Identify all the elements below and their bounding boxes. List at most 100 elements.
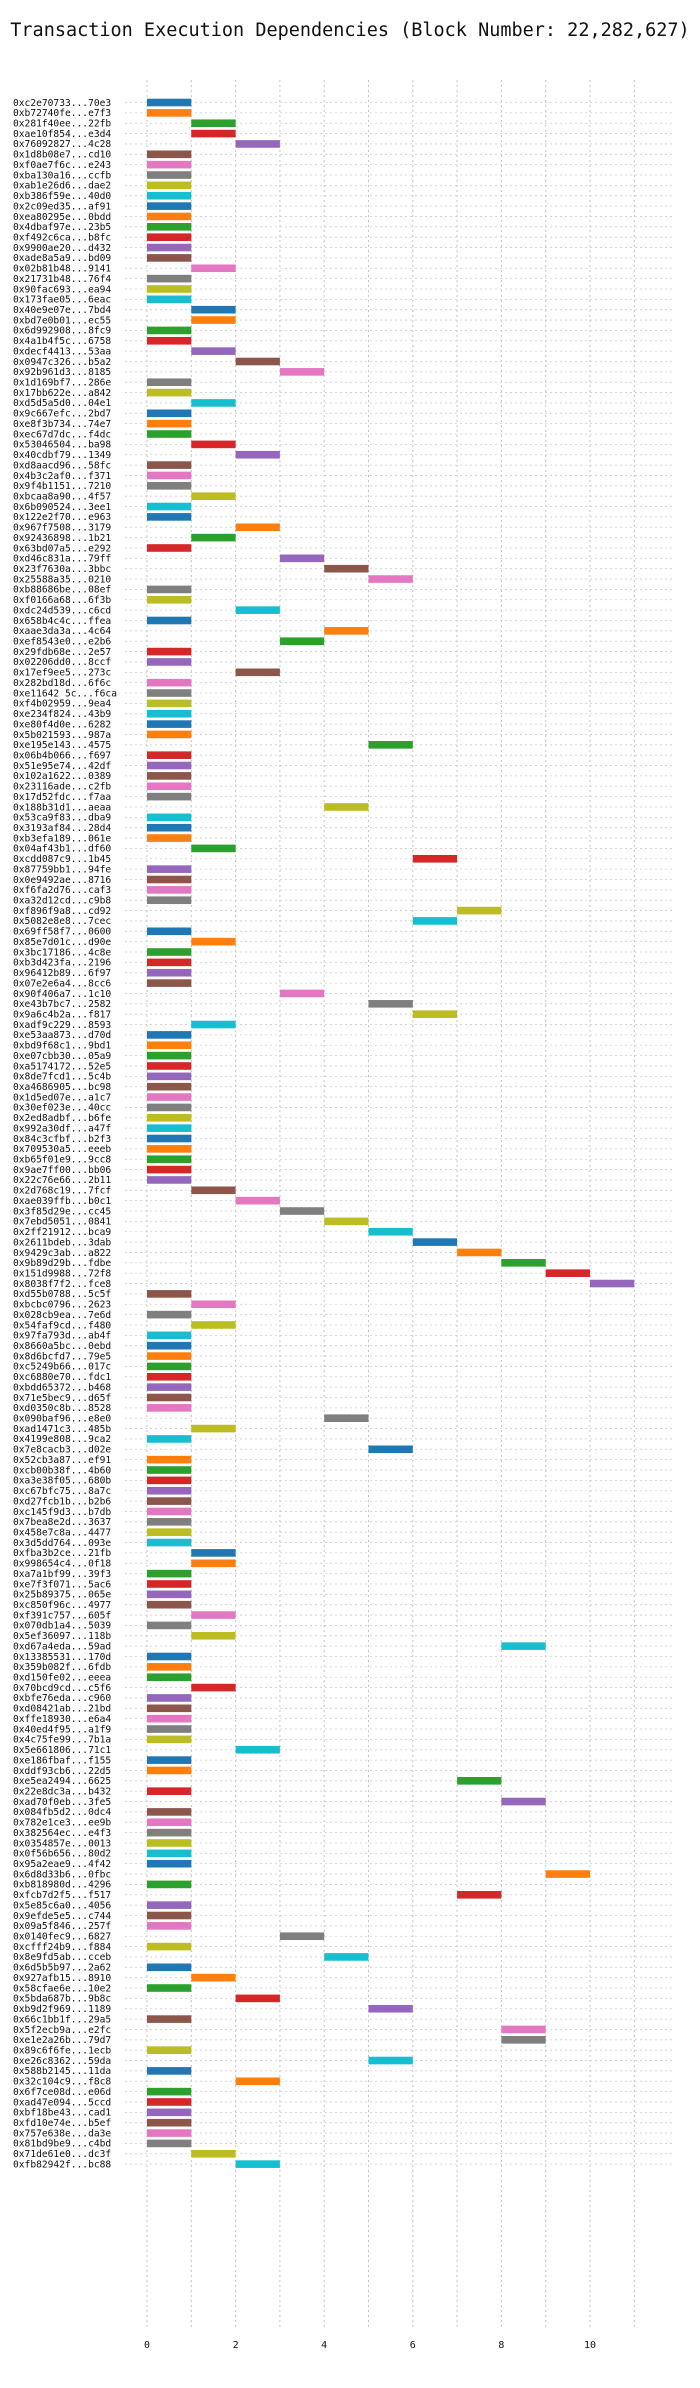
tx-label: 0x102a1622...0389 [13, 771, 111, 782]
tx-bar [324, 564, 369, 573]
tx-label: 0xcdd087c9...1b45 [13, 854, 111, 865]
tx-label: 0xe5ea2494...6625 [13, 1776, 111, 1787]
x-tick-label: 2 [233, 2340, 239, 2351]
tx-label: 0x070db1a4...5039 [13, 1621, 111, 1632]
tx-bar [147, 1093, 192, 1101]
tx-label: 0x87759bb1...94fe [13, 864, 111, 875]
tx-label: 0xbd9f68c1...9bd1 [13, 1041, 111, 1052]
tx-bar [235, 140, 280, 148]
tx-bar [147, 1041, 192, 1050]
tx-bar [147, 1652, 192, 1661]
tx-bar [191, 264, 236, 273]
tx-label: 0x3f85d29e...cc45 [13, 1206, 111, 1217]
tx-bar [147, 1310, 192, 1319]
tx-bar [368, 741, 413, 749]
tx-bar [147, 2046, 192, 2054]
tx-label: 0x81bd9be9...c4bd [13, 2139, 111, 2150]
tx-bar [147, 1922, 192, 1930]
tx-bar [147, 160, 192, 169]
tx-bar [191, 1683, 236, 1692]
tx-bar [147, 1466, 192, 1474]
chart-title: Transaction Execution Dependencies (Bloc… [10, 20, 690, 41]
tx-label: 0x173fae05...6eac [13, 295, 111, 306]
tx-label: 0x0f56b656...80d2 [13, 1849, 111, 1860]
tx-label: 0xc67bfc75...8a7c [13, 1486, 111, 1497]
tx-bar [279, 368, 325, 376]
tx-label: 0xf896f9a8...cd92 [13, 906, 111, 917]
tx-bar [147, 1507, 192, 1516]
tx-bar [235, 357, 280, 366]
tx-label: 0x998654c4...0f18 [13, 1559, 111, 1570]
tx-label: 0xbcaa8a90...4f57 [13, 491, 111, 502]
tx-label: 0xdecf4413...53aa [13, 346, 111, 357]
tx-label: 0xf4b02959...9ea4 [13, 699, 111, 710]
tx-bar [368, 2056, 413, 2065]
tx-bar [147, 875, 192, 884]
tx-label: 0x9429c3ab...a822 [13, 1248, 111, 1259]
tx-label: 0xb65f01e9...9cc8 [13, 1155, 111, 1166]
tx-bar [147, 658, 192, 666]
tx-bar [147, 181, 192, 190]
tx-label: 0x53046504...ba98 [13, 440, 111, 451]
tx-label: 0x25588a35...0210 [13, 574, 111, 585]
tx-label: 0x29fdb68e...2e57 [13, 647, 111, 658]
tx-bar [457, 906, 502, 915]
tx-bar [147, 1082, 192, 1091]
tx-label: 0x281f40ee...22fb [13, 119, 111, 130]
tx-bar [412, 854, 458, 863]
tx-bar [147, 409, 192, 418]
tx-label: 0x09a5f846...257f [13, 1921, 111, 1932]
tx-label: 0x1d5ed07e...a1c7 [13, 1092, 111, 1103]
tx-bar [147, 1580, 192, 1588]
tx-bar [147, 1787, 192, 1795]
tx-label: 0x23f7630a...3bbc [13, 564, 111, 575]
tx-bar [235, 1994, 280, 2003]
tx-bar [147, 243, 192, 252]
tx-bar [147, 1859, 192, 1868]
tx-label: 0xc2e70733...70e3 [13, 98, 111, 109]
tx-bar [501, 1642, 546, 1650]
tx-bar [147, 1984, 192, 1992]
tx-bar [191, 1611, 236, 1619]
tx-label: 0x188b31d1...aeaa [13, 802, 111, 813]
tx-label: 0xef8543e0...e2b6 [13, 637, 111, 648]
tx-bar [368, 1445, 413, 1454]
tx-bar [147, 2139, 192, 2148]
tx-label: 0xf391c757...605f [13, 1610, 111, 1621]
tx-bar [147, 720, 192, 728]
tx-label: 0x709530a5...eeeb [13, 1144, 111, 1155]
tx-bar [147, 1176, 192, 1184]
tx-bar [235, 523, 280, 532]
tx-label: 0x21731b48...76f4 [13, 274, 111, 285]
tx-label: 0x9ae7ff00...bb06 [13, 1165, 111, 1176]
tx-bar [147, 1828, 192, 1837]
tx-bar [147, 1663, 192, 1671]
tx-label: 0x70bcd9cd...c5f6 [13, 1683, 111, 1694]
tx-bar [147, 1735, 192, 1744]
tx-label: 0x1d8b08e7...cd10 [13, 150, 111, 161]
tx-label: 0x40cdbf79...1349 [13, 450, 111, 461]
tx-label: 0xe234f824...43b9 [13, 709, 111, 720]
tx-bar [324, 1217, 369, 1226]
tx-label: 0x458e7c8a...4477 [13, 1527, 111, 1538]
tx-label: 0x757e638e...da3e [13, 2128, 111, 2139]
tx-label: 0x0947c326...b5a2 [13, 357, 111, 368]
tx-bar [147, 1165, 192, 1174]
tx-label: 0x76092827...4c28 [13, 139, 111, 150]
tx-bar [147, 647, 192, 656]
tx-label: 0xd46c831a...79ff [13, 554, 111, 565]
tx-label: 0x2d768c19...7fcf [13, 1186, 111, 1197]
tx-bar [279, 1932, 325, 1941]
tx-bar [147, 1062, 192, 1070]
tx-bar [501, 2025, 546, 2034]
tx-label: 0xf0166a68...6f3b [13, 595, 111, 606]
tx-label: 0x6b090524...3ee1 [13, 502, 111, 513]
tx-label: 0x5f2ecb9a...e2fc [13, 2025, 111, 2036]
tx-bar [147, 1331, 192, 1340]
tx-bar [147, 1435, 192, 1443]
tx-label: 0x3d5dd764...093e [13, 1538, 111, 1549]
tx-bar [147, 1808, 192, 1816]
tx-label: 0x090baf96...e8e0 [13, 1414, 111, 1425]
tx-bar [147, 1497, 192, 1505]
tx-bar [457, 1890, 502, 1899]
